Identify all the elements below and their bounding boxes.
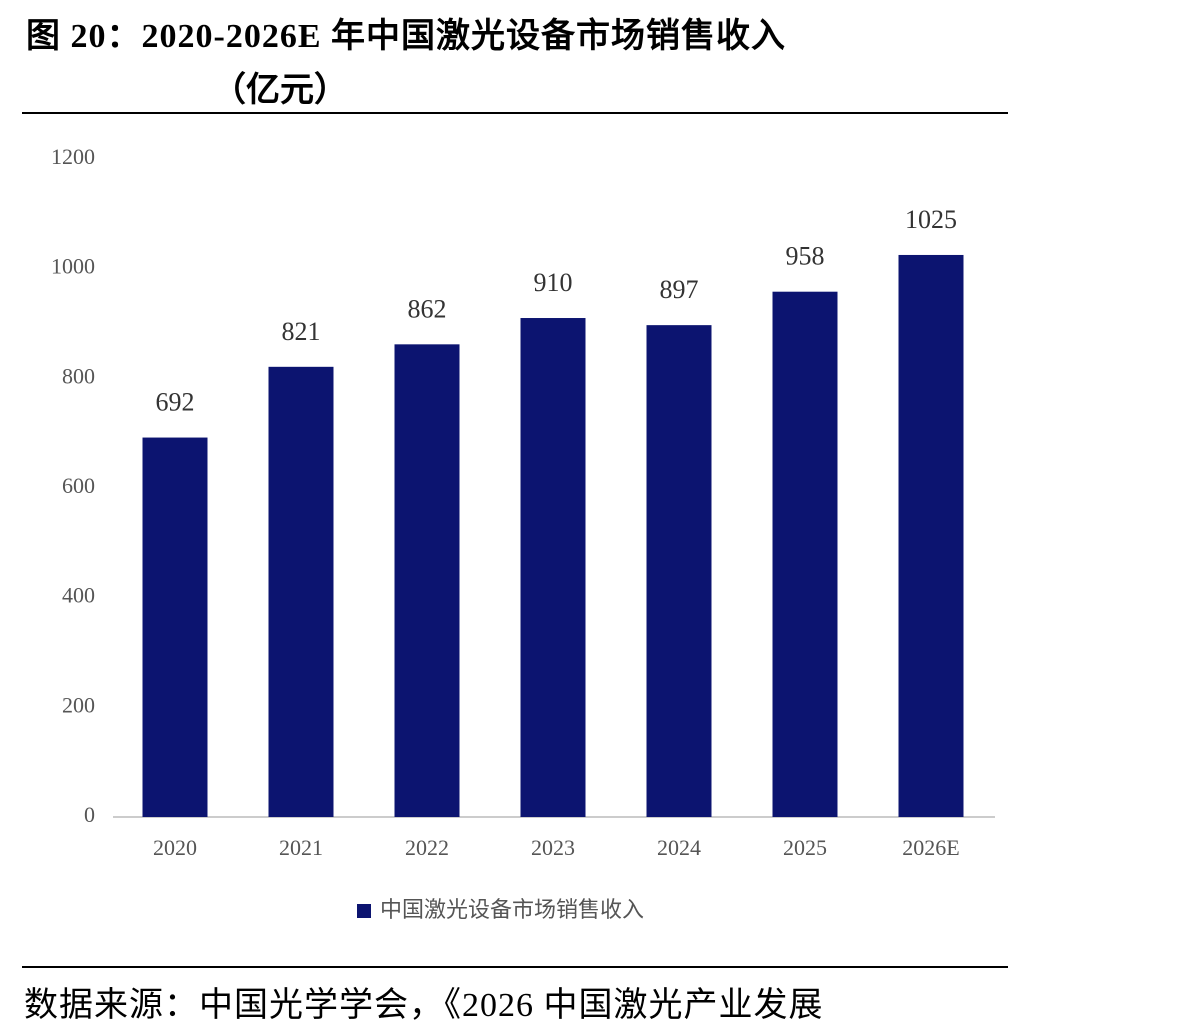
data-label: 692 [156, 388, 195, 417]
bar [268, 366, 334, 817]
x-tick-label: 2020 [153, 835, 197, 860]
top-rule [22, 112, 1008, 114]
x-tick-label: 2023 [531, 835, 575, 860]
bar [142, 437, 208, 817]
bar [520, 318, 586, 817]
bar [772, 291, 838, 817]
bar [646, 325, 712, 817]
data-label: 897 [660, 275, 699, 304]
y-tick-label: 600 [62, 473, 95, 498]
data-label: 910 [534, 268, 573, 297]
data-label: 862 [408, 294, 447, 323]
x-tick-label: 2022 [405, 835, 449, 860]
data-label: 958 [786, 242, 825, 271]
y-tick-label: 400 [62, 583, 95, 608]
bar [898, 254, 964, 818]
y-tick-label: 1200 [51, 144, 95, 169]
bottom-rule [22, 966, 1008, 968]
y-tick-label: 0 [84, 802, 95, 827]
y-tick-label: 1000 [51, 254, 95, 279]
x-tick-label: 2024 [657, 835, 701, 860]
data-label: 821 [282, 317, 321, 346]
chart-unit: （亿元） [212, 72, 348, 109]
data-label: 1025 [905, 205, 957, 234]
x-tick-label: 2026E [902, 835, 959, 860]
source-note: 数据来源：中国光学学会，《2026 中国激光产业发展 [24, 987, 824, 1024]
x-tick-label: 2021 [279, 835, 323, 860]
y-tick-label: 800 [62, 363, 95, 388]
legend-label: 中国激光设备市场销售收入 [380, 897, 644, 922]
bar [394, 344, 460, 817]
y-tick-label: 200 [62, 692, 95, 717]
x-tick-label: 2025 [783, 835, 827, 860]
legend-swatch [357, 904, 371, 918]
chart-title: 图 20：2020-2026E 年中国激光设备市场销售收入 [26, 18, 786, 55]
